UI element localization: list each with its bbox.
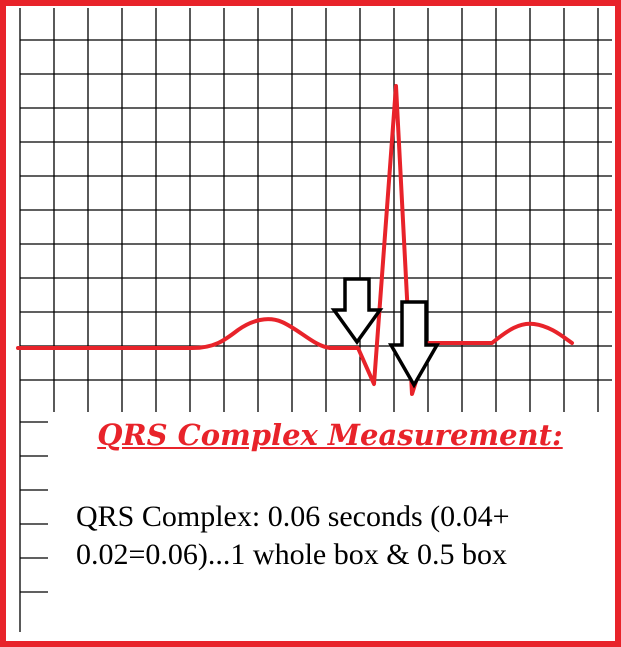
measurement-description: QRS Complex: 0.06 seconds (0.04+ 0.02=0.… (76, 498, 606, 574)
ecg-trace (16, 84, 574, 396)
diagram-title: QRS Complex Measurement: (97, 418, 563, 452)
left-grid-ticks (20, 421, 48, 593)
text-panel (48, 412, 608, 632)
description-line-2: 0.02=0.06)...1 whole box & 0.5 box (76, 538, 508, 571)
down-arrow-icon (387, 300, 441, 389)
description-line-1: QRS Complex: 0.06 seconds (0.04+ (76, 500, 510, 533)
down-arrow-icon (330, 277, 384, 345)
